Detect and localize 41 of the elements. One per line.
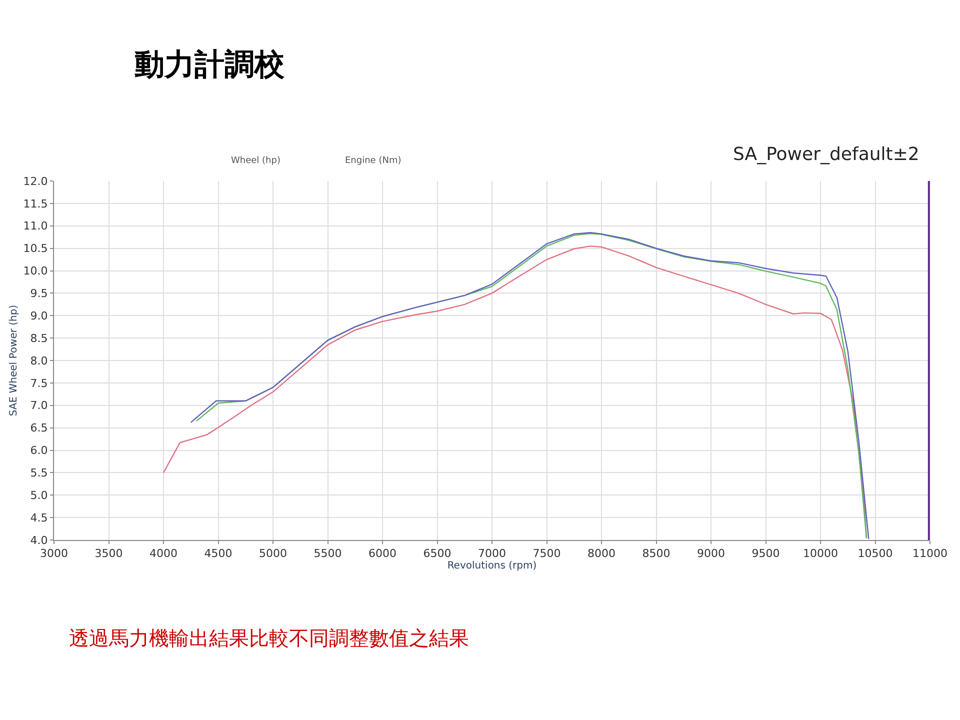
x-tick-label: 4000 bbox=[150, 547, 178, 560]
text: Wheel (hp) bbox=[231, 156, 280, 166]
x-tick-label: 10500 bbox=[858, 547, 893, 560]
x-tick-label: 6500 bbox=[423, 547, 452, 560]
x-tick-label: 7000 bbox=[478, 547, 506, 560]
x-tick-label: 10000 bbox=[803, 547, 838, 560]
text: 透過馬力機輸出結果比較不同調整數值之結果 bbox=[69, 626, 469, 650]
y-tick-label: 9.0 bbox=[30, 309, 48, 322]
x-tick-label: 6000 bbox=[368, 547, 396, 560]
x-tick-label: 3000 bbox=[40, 547, 68, 560]
y-tick-label: 5.0 bbox=[30, 488, 48, 502]
y-tick-label: 10.0 bbox=[23, 264, 48, 278]
x-tick-label: 9500 bbox=[752, 547, 780, 560]
y-tick-label: 10.5 bbox=[23, 242, 48, 256]
text: Engine (Nm) bbox=[345, 156, 402, 166]
y-tick-label: 4.0 bbox=[30, 534, 48, 547]
x-tick-label: 11000 bbox=[912, 547, 948, 560]
y-tick-label: 4.5 bbox=[30, 511, 48, 524]
x-tick-label: 9000 bbox=[697, 547, 725, 560]
x-tick-label: 4500 bbox=[204, 547, 232, 560]
x-tick-label: 8500 bbox=[642, 547, 670, 560]
x-tick-label: 7500 bbox=[532, 547, 561, 560]
y-tick-label: 6.5 bbox=[30, 422, 48, 435]
y-tick-label: 8.0 bbox=[30, 354, 48, 368]
x-tick-label: 8000 bbox=[588, 547, 616, 560]
x-axis-title: Revolutions (rpm) bbox=[447, 560, 537, 572]
y-tick-label: 7.0 bbox=[30, 399, 48, 412]
y-tick-label: 8.5 bbox=[30, 332, 48, 345]
text: SA_Power_default±2 bbox=[733, 144, 920, 165]
y-tick-label: 11.5 bbox=[23, 197, 48, 210]
y-tick-label: 12.0 bbox=[23, 174, 48, 188]
chart-title: 動力計調校 bbox=[134, 48, 286, 82]
y-tick-label: 7.5 bbox=[30, 376, 48, 390]
y-tick-label: 11.0 bbox=[23, 220, 48, 233]
x-tick-label: 5500 bbox=[314, 547, 342, 560]
y-tick-label: 6.0 bbox=[30, 444, 48, 458]
x-tick-label: 3500 bbox=[94, 547, 123, 560]
y-tick-label: 9.5 bbox=[30, 287, 48, 300]
y-tick-label: 5.5 bbox=[30, 466, 48, 480]
y-axis-title: SAE Wheel Power (hp) bbox=[8, 304, 20, 416]
x-tick-label: 5000 bbox=[259, 547, 287, 560]
